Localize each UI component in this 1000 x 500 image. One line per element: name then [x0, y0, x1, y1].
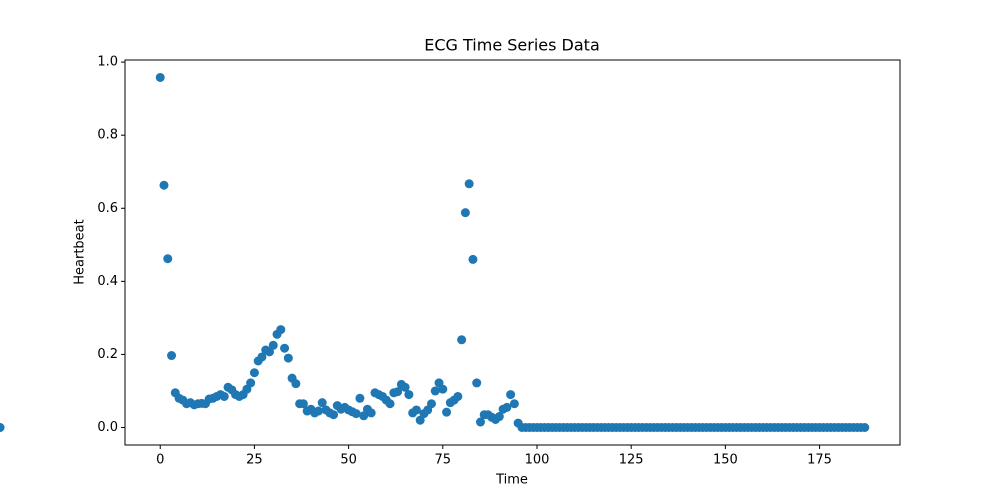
- y-tick-label: 0.2: [97, 347, 118, 362]
- point: [472, 378, 482, 388]
- point: [280, 343, 290, 353]
- point: [475, 417, 485, 427]
- x-tick-label: 0: [156, 453, 164, 468]
- point: [167, 351, 177, 361]
- point: [426, 399, 436, 409]
- point: [355, 393, 365, 403]
- x-tick-label: 175: [807, 453, 832, 468]
- point: [453, 391, 463, 401]
- point: [246, 378, 256, 388]
- point: [506, 390, 516, 400]
- y-tick-label: 0.4: [97, 274, 118, 289]
- point: [291, 379, 301, 389]
- point: [155, 72, 165, 82]
- point: [438, 384, 448, 394]
- point: [298, 399, 308, 409]
- point: [468, 254, 478, 264]
- y-tick-label: 0.0: [97, 420, 118, 435]
- point: [366, 408, 376, 418]
- point: [404, 390, 414, 400]
- x-tick-label: 50: [340, 453, 357, 468]
- x-tick-label: 100: [525, 453, 550, 468]
- point: [464, 179, 474, 189]
- point: [257, 352, 267, 362]
- chart-title: ECG Time Series Data: [424, 36, 600, 55]
- x-tick-label: 125: [619, 453, 644, 468]
- point: [329, 410, 339, 420]
- point: [415, 415, 425, 425]
- point: [400, 382, 410, 392]
- point: [430, 386, 440, 396]
- point: [411, 405, 421, 415]
- point: [860, 422, 870, 432]
- point: [509, 399, 519, 409]
- x-tick-label: 75: [435, 453, 452, 468]
- point: [457, 335, 467, 345]
- point: [268, 340, 278, 350]
- y-axis-label: Heartbeat: [73, 219, 88, 285]
- y-tick-label: 0.6: [97, 201, 118, 216]
- point: [385, 399, 395, 409]
- point: [264, 347, 274, 357]
- point: [163, 254, 173, 264]
- point: [351, 409, 361, 419]
- y-tick-label: 1.0: [97, 55, 118, 70]
- point: [494, 412, 504, 422]
- y-tick-label: 0.8: [97, 128, 118, 143]
- point: [219, 391, 229, 401]
- point: [359, 411, 369, 421]
- point: [159, 180, 169, 190]
- point: [460, 208, 470, 218]
- point: [393, 387, 403, 397]
- point: [317, 398, 327, 408]
- point: [502, 402, 512, 412]
- x-tick-label: 150: [713, 453, 738, 468]
- axes-frame: [124, 59, 901, 446]
- x-tick-label: 25: [246, 453, 263, 468]
- point: [442, 407, 452, 417]
- point: [276, 325, 286, 335]
- x-axis-label: Time: [495, 473, 528, 488]
- point: [249, 368, 259, 378]
- point: [283, 353, 293, 363]
- point: [313, 406, 323, 416]
- point: [0, 422, 5, 432]
